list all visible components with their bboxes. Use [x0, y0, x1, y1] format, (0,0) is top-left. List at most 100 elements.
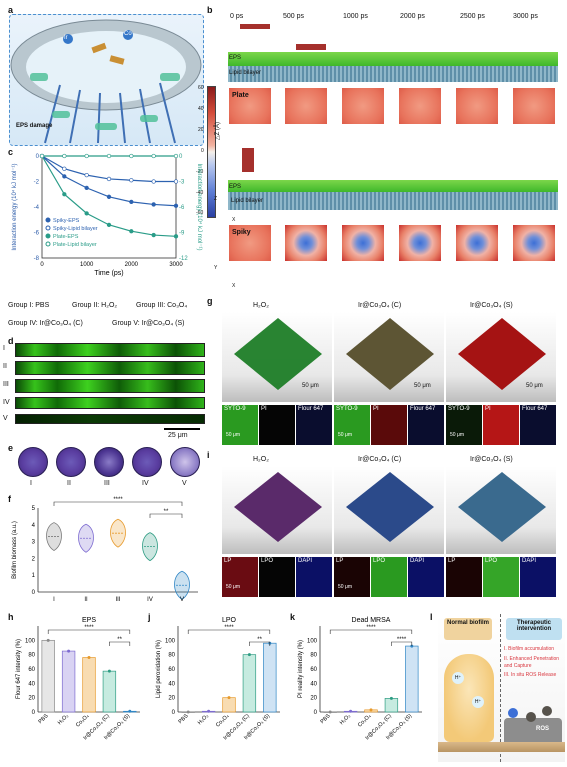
data-point [84, 211, 89, 216]
i-column-title: Ir@Co₃O₄ (S) [470, 456, 513, 463]
data-point [186, 710, 190, 714]
x-tick-label: 3000 [169, 262, 183, 268]
heatmap-plate [513, 88, 555, 124]
data-point [84, 172, 89, 178]
chart-title: EPS [82, 617, 96, 624]
data-point [207, 709, 211, 713]
i-3d-image [222, 466, 332, 554]
heatmap-plate [342, 88, 384, 124]
data-point [87, 656, 91, 660]
channel-lp: LP [446, 557, 482, 597]
x-tick-label: H₂O₂ [57, 713, 70, 726]
bar [61, 650, 76, 713]
y-axis-label: Lipid peroxidation (%) [156, 640, 162, 698]
eps-layer [228, 52, 558, 66]
y-axis-label-right: Interaction energy (10⁴ kJ mol⁻¹) [196, 163, 203, 250]
i-3d-image [334, 466, 444, 554]
legend-marker [45, 241, 51, 247]
data-point [106, 176, 112, 182]
x-tick-label: H₂O₂ [339, 713, 352, 726]
crystal-violet-dish [18, 447, 48, 477]
panel-label-e: e [8, 443, 14, 453]
x-tick-label: Co₃O₄ [215, 713, 231, 729]
group-label: Group III: Co₃O₄ [136, 302, 188, 309]
group-label: Group IV: Ir@Co₃O₄ (C) [8, 320, 83, 327]
significance-label: **** [113, 497, 123, 503]
y-tick-label: 2 [32, 556, 36, 562]
heatmap-plate [285, 88, 327, 124]
panel-label-f: f [8, 494, 11, 504]
data-point [129, 178, 134, 183]
colorbar [207, 86, 216, 218]
scale-label: 50 μm [302, 383, 319, 389]
y-axis-label: PI reality intensity (%) [298, 640, 304, 698]
channel-pi: PI [371, 405, 407, 445]
y-tick-label: 3 [32, 540, 36, 546]
confocal-strip [15, 343, 205, 357]
x-tick-label: PBS [38, 713, 50, 725]
y-tick-label: 0 [32, 590, 36, 596]
eps-damage-label: EPS damage [16, 123, 53, 129]
x-tick-label: 0 [40, 262, 44, 268]
panel-label-d: d [8, 336, 14, 346]
g-3d-image [222, 312, 332, 402]
panel-label-h: h [8, 612, 14, 622]
y-axis-label-left: Interaction energy (10⁴ kJ mol⁻¹) [11, 163, 18, 250]
dish-label: V [182, 480, 187, 487]
panel-label-k: k [290, 612, 296, 622]
y-tick-label: 0 [172, 710, 176, 716]
axis-y-label: Y [214, 265, 218, 271]
data-point [62, 174, 67, 179]
i-column-title: H₂O₂ [253, 456, 269, 463]
significance-label: **** [84, 625, 94, 631]
bar [405, 645, 419, 713]
crystal-violet-dish [132, 447, 162, 477]
channel-flour647: Flour 647 [520, 405, 556, 445]
data-point [151, 232, 156, 238]
y-tick-label: 0 [314, 710, 318, 716]
time-label: 2500 ps [460, 13, 485, 20]
dish-label: II [67, 480, 71, 487]
x-tick-label: III [115, 597, 120, 603]
significance-bracket [329, 629, 413, 634]
y-tick-label-right: -9 [179, 231, 185, 237]
eps-label: EPS [229, 55, 242, 61]
legend-entry: Spiky-EPS [53, 218, 80, 224]
x-tick-label: 2000 [125, 262, 139, 268]
chart-title: LPO [222, 617, 237, 624]
data-point [106, 153, 112, 159]
i-column-title: Ir@Co₃O₄ (C) [358, 456, 402, 463]
y-tick-label: 5 [32, 506, 36, 512]
eps-layer [228, 180, 558, 192]
row-label: IV [3, 399, 10, 406]
divider [500, 614, 502, 762]
channel-dapi: DAPI [408, 557, 444, 597]
significance-bracket [187, 629, 271, 634]
lipid-layer [228, 66, 558, 82]
bar [263, 642, 277, 713]
step-label: II. Enhanced Penetration and Capture [504, 656, 560, 669]
y-tick-label-right: -12 [179, 256, 188, 262]
data-point [173, 179, 179, 184]
biofilm-dome-illustration [10, 19, 202, 144]
data-point [247, 653, 251, 657]
scale-label: 50 μm [526, 383, 543, 389]
significance-bracket [53, 501, 183, 506]
dish-label: I [30, 480, 32, 487]
scale-label: 50 μm [338, 432, 352, 438]
y-tick-label: 100 [25, 638, 36, 644]
significance-bracket [47, 629, 131, 634]
y-tick-label: 60 [310, 667, 317, 673]
y-axis-label: Flour 647 intensity (%) [16, 639, 22, 699]
channel-lpo: LPO [483, 557, 519, 597]
data-point [129, 153, 134, 159]
data-point [129, 199, 134, 205]
y-tick-label: 40 [310, 681, 317, 687]
y-tick-label: 60 [28, 667, 35, 673]
confocal-strip [15, 361, 205, 375]
nanoparticle [526, 712, 536, 722]
data-point [173, 234, 179, 239]
y-tick-label: 20 [168, 696, 175, 702]
significance-label: **** [366, 625, 376, 631]
lipid-label: Lipid bilayer [231, 198, 264, 204]
